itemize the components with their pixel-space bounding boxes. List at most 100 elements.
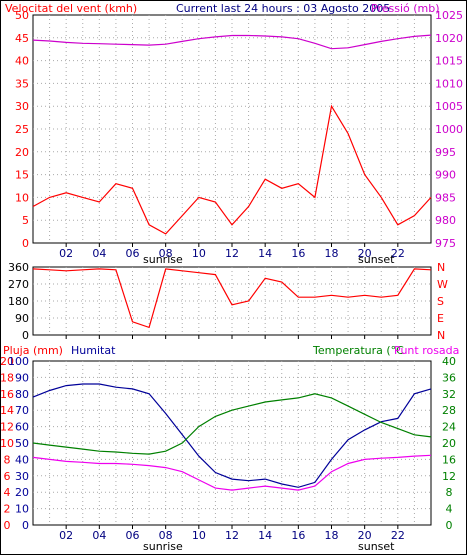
temperature-tick-label: 32 (442, 388, 456, 401)
rain-tick-label: 20 (1, 355, 14, 368)
pressure-tick-label: 1015 (435, 55, 463, 68)
compass-tick-label: S (437, 295, 444, 308)
degree-tick-label: 90 (15, 312, 29, 325)
wind-speed-label: Velocitat del vent (kmh) (5, 2, 137, 15)
wind-y-axis-ticks: 0 5 10 15 20 25 30 35 40 45 50 (15, 9, 29, 250)
x-tick-label: 10 (192, 247, 206, 260)
pressure-y-axis-ticks: 975 980 985 990 995 1000 1005 1010 1015 1020 1025 (435, 9, 463, 250)
pressure-tick-label: 995 (435, 146, 456, 159)
sunrise-marker-top: sunrise (143, 253, 183, 266)
wind-x-axis-ticks: 02 04 06 08 10 12 14 16 18 20 22 (59, 243, 405, 260)
wind-tick-label: 10 (15, 191, 29, 204)
pressure-label: Pressió (mb) (371, 2, 440, 15)
humidity-tick-label: 50 (15, 437, 29, 450)
x-tick-label: 08 (159, 247, 173, 260)
pressure-tick-label: 990 (435, 169, 456, 182)
humidity-temperature-series (32, 383, 432, 491)
humidity-tick-label: 20 (15, 486, 29, 499)
compass-tick-label: W (437, 278, 448, 291)
x-tick-label: 14 (258, 529, 272, 542)
temperature-label: Temperatura (°C (312, 344, 404, 357)
rain-tick-label: 14 (1, 404, 14, 417)
humidity-tick-label: 80 (15, 388, 29, 401)
wind-tick-label: 25 (15, 123, 29, 136)
x-tick-label: 04 (92, 529, 106, 542)
humidity-tick-label: 100 (8, 355, 29, 368)
temperature-tick-label: 0 (446, 519, 453, 532)
pressure-tick-label: 1005 (435, 100, 463, 113)
humidity-y-axis-ticks: 0 10 20 30 40 50 60 70 80 90 100 (8, 355, 29, 532)
humidity-tick-label: 60 (15, 421, 29, 434)
x-tick-label: 16 (291, 247, 305, 260)
x-tick-label: 06 (126, 247, 140, 260)
x-tick-label: 12 (225, 529, 239, 542)
dewpoint-line (32, 454, 432, 491)
rain-tick-label: 10 (1, 437, 14, 450)
temperature-tick-label: 8 (446, 486, 453, 499)
rain-tick-label: 4 (4, 486, 11, 499)
dewpoint-label: Punt rosada (394, 344, 459, 357)
temperature-tick-label: 24 (442, 421, 456, 434)
wind-tick-label: 0 (22, 237, 29, 250)
x-tick-label: 02 (59, 247, 73, 260)
x-tick-label: 22 (391, 247, 405, 260)
rain-label: Pluja (mm) (3, 344, 63, 357)
compass-tick-label: N (437, 329, 445, 342)
degree-tick-label: 360 (8, 261, 29, 274)
x-tick-label: 10 (192, 529, 206, 542)
pressure-tick-label: 975 (435, 237, 456, 250)
pressure-tick-label: 980 (435, 214, 456, 227)
rain-tick-label: 16 (1, 388, 14, 401)
x-tick-label: 20 (358, 247, 372, 260)
x-tick-label: 14 (258, 247, 272, 260)
humidity-line (32, 383, 432, 488)
wind-tick-label: 40 (15, 55, 29, 68)
direction-plot-area (32, 266, 432, 336)
rain-tick-label: 2 (4, 503, 11, 516)
humidity-grid (33, 361, 431, 525)
x-tick-label: 20 (358, 529, 372, 542)
temperature-tick-label: 12 (442, 470, 456, 483)
compass-tick-label: E (437, 312, 444, 325)
temperature-tick-label: 28 (442, 404, 456, 417)
x-tick-label: 12 (225, 247, 239, 260)
x-tick-label: 06 (126, 529, 140, 542)
wind-plot-area (32, 14, 432, 244)
wind-tick-label: 45 (15, 32, 29, 45)
rain-tick-label: 0 (4, 519, 11, 532)
temperature-tick-label: 36 (442, 371, 456, 384)
direction-degree-ticks: 0 90 180 270 360 (8, 261, 29, 342)
temperature-line (32, 393, 432, 455)
humidity-tick-label: 90 (15, 371, 29, 384)
x-tick-label: 22 (391, 529, 405, 542)
direction-grid (33, 267, 431, 335)
degree-tick-label: 270 (8, 278, 29, 291)
temperature-tick-label: 4 (446, 503, 453, 516)
x-tick-label: 04 (92, 247, 106, 260)
humidity-tick-label: 0 (22, 519, 29, 532)
x-tick-label: 18 (325, 529, 339, 542)
pressure-tick-label: 1000 (435, 123, 463, 136)
humidity-x-axis-ticks: 02 04 06 08 10 12 14 16 18 20 22 (59, 525, 405, 542)
temperature-tick-label: 40 (442, 355, 456, 368)
pressure-tick-label: 985 (435, 191, 456, 204)
degree-tick-label: 0 (22, 329, 29, 342)
rain-tick-label: 8 (4, 453, 11, 466)
pressure-tick-label: 1020 (435, 32, 463, 45)
direction-series (32, 268, 432, 339)
sunset-marker-bottom: sunset (358, 540, 395, 553)
sunrise-marker-bottom: sunrise (143, 540, 183, 553)
direction-line (32, 268, 432, 329)
humidity-tick-label: 10 (15, 503, 29, 516)
rain-y-axis-ticks: 0 2 4 6 8 10 12 14 16 18 20 (0, 355, 14, 532)
humidity-tick-label: 70 (15, 404, 29, 417)
temperature-tick-label: 16 (442, 453, 456, 466)
degree-tick-label: 180 (8, 295, 29, 308)
x-tick-label: 16 (291, 529, 305, 542)
